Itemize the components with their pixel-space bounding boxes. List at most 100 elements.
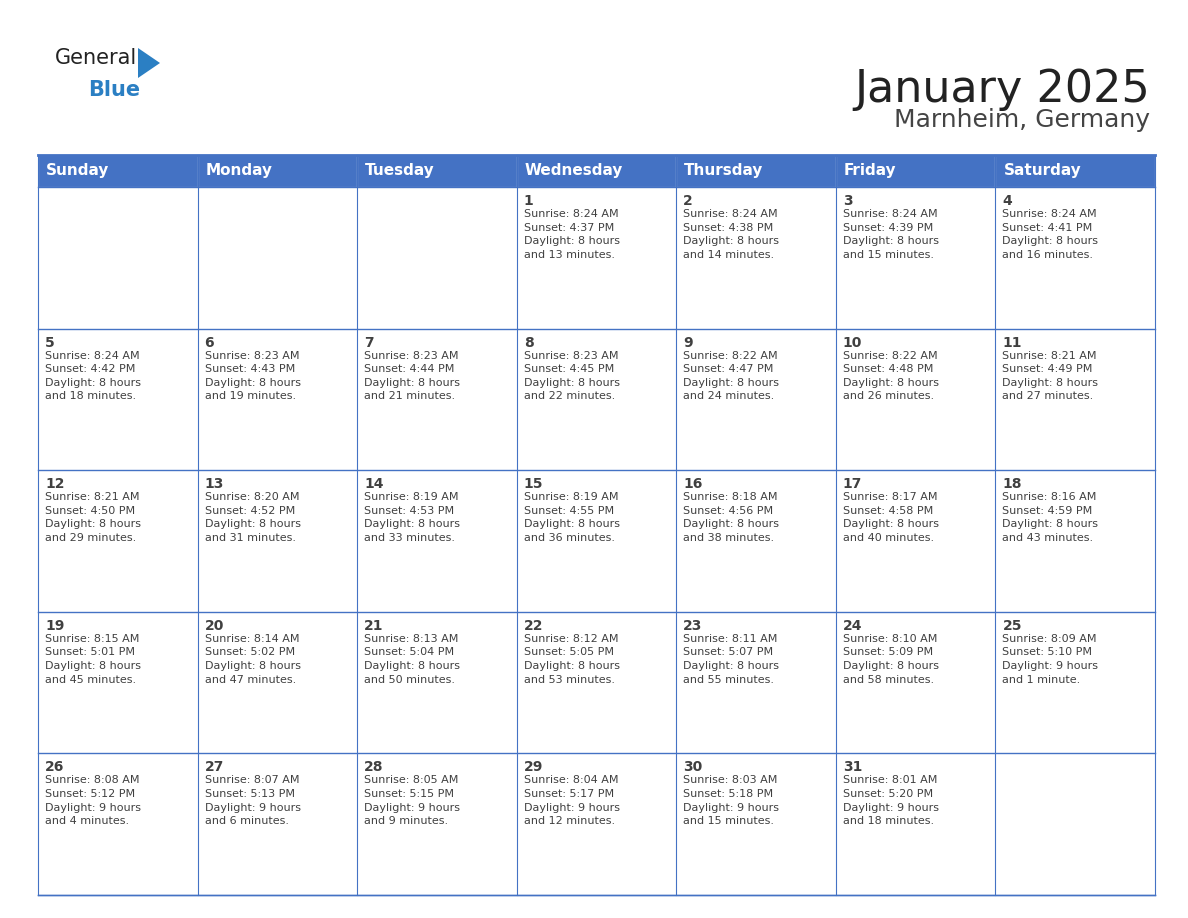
Text: 1: 1 — [524, 194, 533, 208]
Bar — [836, 155, 996, 187]
Bar — [38, 611, 197, 754]
Text: 5: 5 — [45, 336, 55, 350]
Bar — [517, 187, 676, 329]
Bar — [197, 155, 358, 187]
Text: Sunrise: 8:04 AM
Sunset: 5:17 PM
Daylight: 9 hours
and 12 minutes.: Sunrise: 8:04 AM Sunset: 5:17 PM Dayligh… — [524, 776, 620, 826]
Bar — [38, 187, 197, 329]
Text: Sunrise: 8:08 AM
Sunset: 5:12 PM
Daylight: 9 hours
and 4 minutes.: Sunrise: 8:08 AM Sunset: 5:12 PM Dayligh… — [45, 776, 141, 826]
Text: Blue: Blue — [88, 80, 140, 100]
Text: Sunday: Sunday — [46, 163, 109, 178]
Bar — [517, 329, 676, 470]
Text: Sunrise: 8:05 AM
Sunset: 5:15 PM
Daylight: 9 hours
and 9 minutes.: Sunrise: 8:05 AM Sunset: 5:15 PM Dayligh… — [365, 776, 460, 826]
Polygon shape — [138, 48, 160, 78]
Text: Sunrise: 8:20 AM
Sunset: 4:52 PM
Daylight: 8 hours
and 31 minutes.: Sunrise: 8:20 AM Sunset: 4:52 PM Dayligh… — [204, 492, 301, 543]
Text: Sunrise: 8:10 AM
Sunset: 5:09 PM
Daylight: 8 hours
and 58 minutes.: Sunrise: 8:10 AM Sunset: 5:09 PM Dayligh… — [842, 633, 939, 685]
Bar — [358, 470, 517, 611]
Text: 19: 19 — [45, 619, 64, 633]
Bar — [358, 611, 517, 754]
Text: 21: 21 — [365, 619, 384, 633]
Text: 16: 16 — [683, 477, 702, 491]
Text: 23: 23 — [683, 619, 702, 633]
Text: Thursday: Thursday — [684, 163, 764, 178]
Bar — [197, 611, 358, 754]
Text: Sunrise: 8:01 AM
Sunset: 5:20 PM
Daylight: 9 hours
and 18 minutes.: Sunrise: 8:01 AM Sunset: 5:20 PM Dayligh… — [842, 776, 939, 826]
Bar — [38, 754, 197, 895]
Text: Sunrise: 8:17 AM
Sunset: 4:58 PM
Daylight: 8 hours
and 40 minutes.: Sunrise: 8:17 AM Sunset: 4:58 PM Dayligh… — [842, 492, 939, 543]
Text: 29: 29 — [524, 760, 543, 775]
Bar — [358, 155, 517, 187]
Text: Sunrise: 8:21 AM
Sunset: 4:50 PM
Daylight: 8 hours
and 29 minutes.: Sunrise: 8:21 AM Sunset: 4:50 PM Dayligh… — [45, 492, 141, 543]
Text: 31: 31 — [842, 760, 862, 775]
Bar — [517, 155, 676, 187]
Text: 26: 26 — [45, 760, 64, 775]
Text: 22: 22 — [524, 619, 543, 633]
Bar — [358, 754, 517, 895]
Text: Friday: Friday — [843, 163, 897, 178]
Bar — [517, 470, 676, 611]
Bar — [676, 155, 836, 187]
Text: 6: 6 — [204, 336, 214, 350]
Bar — [676, 329, 836, 470]
Text: 7: 7 — [365, 336, 374, 350]
Bar — [676, 187, 836, 329]
Bar — [996, 470, 1155, 611]
Text: Sunrise: 8:23 AM
Sunset: 4:43 PM
Daylight: 8 hours
and 19 minutes.: Sunrise: 8:23 AM Sunset: 4:43 PM Dayligh… — [204, 351, 301, 401]
Text: 30: 30 — [683, 760, 702, 775]
Bar — [38, 155, 197, 187]
Text: 17: 17 — [842, 477, 862, 491]
Text: 12: 12 — [45, 477, 64, 491]
Text: 2: 2 — [683, 194, 693, 208]
Bar — [836, 470, 996, 611]
Text: 15: 15 — [524, 477, 543, 491]
Text: Monday: Monday — [206, 163, 272, 178]
Bar — [517, 611, 676, 754]
Bar — [996, 754, 1155, 895]
Bar — [676, 754, 836, 895]
Text: Saturday: Saturday — [1004, 163, 1081, 178]
Bar — [836, 329, 996, 470]
Bar — [676, 611, 836, 754]
Text: Sunrise: 8:23 AM
Sunset: 4:45 PM
Daylight: 8 hours
and 22 minutes.: Sunrise: 8:23 AM Sunset: 4:45 PM Dayligh… — [524, 351, 620, 401]
Text: Sunrise: 8:24 AM
Sunset: 4:41 PM
Daylight: 8 hours
and 16 minutes.: Sunrise: 8:24 AM Sunset: 4:41 PM Dayligh… — [1003, 209, 1099, 260]
Bar — [197, 329, 358, 470]
Bar — [836, 611, 996, 754]
Bar — [38, 470, 197, 611]
Text: Sunrise: 8:03 AM
Sunset: 5:18 PM
Daylight: 9 hours
and 15 minutes.: Sunrise: 8:03 AM Sunset: 5:18 PM Dayligh… — [683, 776, 779, 826]
Text: 13: 13 — [204, 477, 225, 491]
Text: Sunrise: 8:23 AM
Sunset: 4:44 PM
Daylight: 8 hours
and 21 minutes.: Sunrise: 8:23 AM Sunset: 4:44 PM Dayligh… — [365, 351, 460, 401]
Text: Sunrise: 8:22 AM
Sunset: 4:48 PM
Daylight: 8 hours
and 26 minutes.: Sunrise: 8:22 AM Sunset: 4:48 PM Dayligh… — [842, 351, 939, 401]
Text: 28: 28 — [365, 760, 384, 775]
Text: Sunrise: 8:24 AM
Sunset: 4:42 PM
Daylight: 8 hours
and 18 minutes.: Sunrise: 8:24 AM Sunset: 4:42 PM Dayligh… — [45, 351, 141, 401]
Text: 18: 18 — [1003, 477, 1022, 491]
Text: Sunrise: 8:13 AM
Sunset: 5:04 PM
Daylight: 8 hours
and 50 minutes.: Sunrise: 8:13 AM Sunset: 5:04 PM Dayligh… — [365, 633, 460, 685]
Text: 10: 10 — [842, 336, 862, 350]
Bar — [996, 187, 1155, 329]
Text: General: General — [55, 48, 138, 68]
Text: 8: 8 — [524, 336, 533, 350]
Bar — [996, 611, 1155, 754]
Text: 24: 24 — [842, 619, 862, 633]
Text: Sunrise: 8:24 AM
Sunset: 4:39 PM
Daylight: 8 hours
and 15 minutes.: Sunrise: 8:24 AM Sunset: 4:39 PM Dayligh… — [842, 209, 939, 260]
Bar — [197, 470, 358, 611]
Bar — [996, 329, 1155, 470]
Text: 3: 3 — [842, 194, 853, 208]
Bar — [197, 754, 358, 895]
Text: Sunrise: 8:12 AM
Sunset: 5:05 PM
Daylight: 8 hours
and 53 minutes.: Sunrise: 8:12 AM Sunset: 5:05 PM Dayligh… — [524, 633, 620, 685]
Bar — [38, 329, 197, 470]
Bar — [358, 329, 517, 470]
Text: Sunrise: 8:19 AM
Sunset: 4:55 PM
Daylight: 8 hours
and 36 minutes.: Sunrise: 8:19 AM Sunset: 4:55 PM Dayligh… — [524, 492, 620, 543]
Bar — [996, 155, 1155, 187]
Text: Sunrise: 8:16 AM
Sunset: 4:59 PM
Daylight: 8 hours
and 43 minutes.: Sunrise: 8:16 AM Sunset: 4:59 PM Dayligh… — [1003, 492, 1099, 543]
Text: Sunrise: 8:15 AM
Sunset: 5:01 PM
Daylight: 8 hours
and 45 minutes.: Sunrise: 8:15 AM Sunset: 5:01 PM Dayligh… — [45, 633, 141, 685]
Bar — [676, 470, 836, 611]
Text: Sunrise: 8:19 AM
Sunset: 4:53 PM
Daylight: 8 hours
and 33 minutes.: Sunrise: 8:19 AM Sunset: 4:53 PM Dayligh… — [365, 492, 460, 543]
Text: 11: 11 — [1003, 336, 1022, 350]
Text: 9: 9 — [683, 336, 693, 350]
Text: Sunrise: 8:22 AM
Sunset: 4:47 PM
Daylight: 8 hours
and 24 minutes.: Sunrise: 8:22 AM Sunset: 4:47 PM Dayligh… — [683, 351, 779, 401]
Text: January 2025: January 2025 — [854, 68, 1150, 111]
Text: 14: 14 — [365, 477, 384, 491]
Text: 25: 25 — [1003, 619, 1022, 633]
Bar — [836, 754, 996, 895]
Text: 27: 27 — [204, 760, 225, 775]
Text: Sunrise: 8:07 AM
Sunset: 5:13 PM
Daylight: 9 hours
and 6 minutes.: Sunrise: 8:07 AM Sunset: 5:13 PM Dayligh… — [204, 776, 301, 826]
